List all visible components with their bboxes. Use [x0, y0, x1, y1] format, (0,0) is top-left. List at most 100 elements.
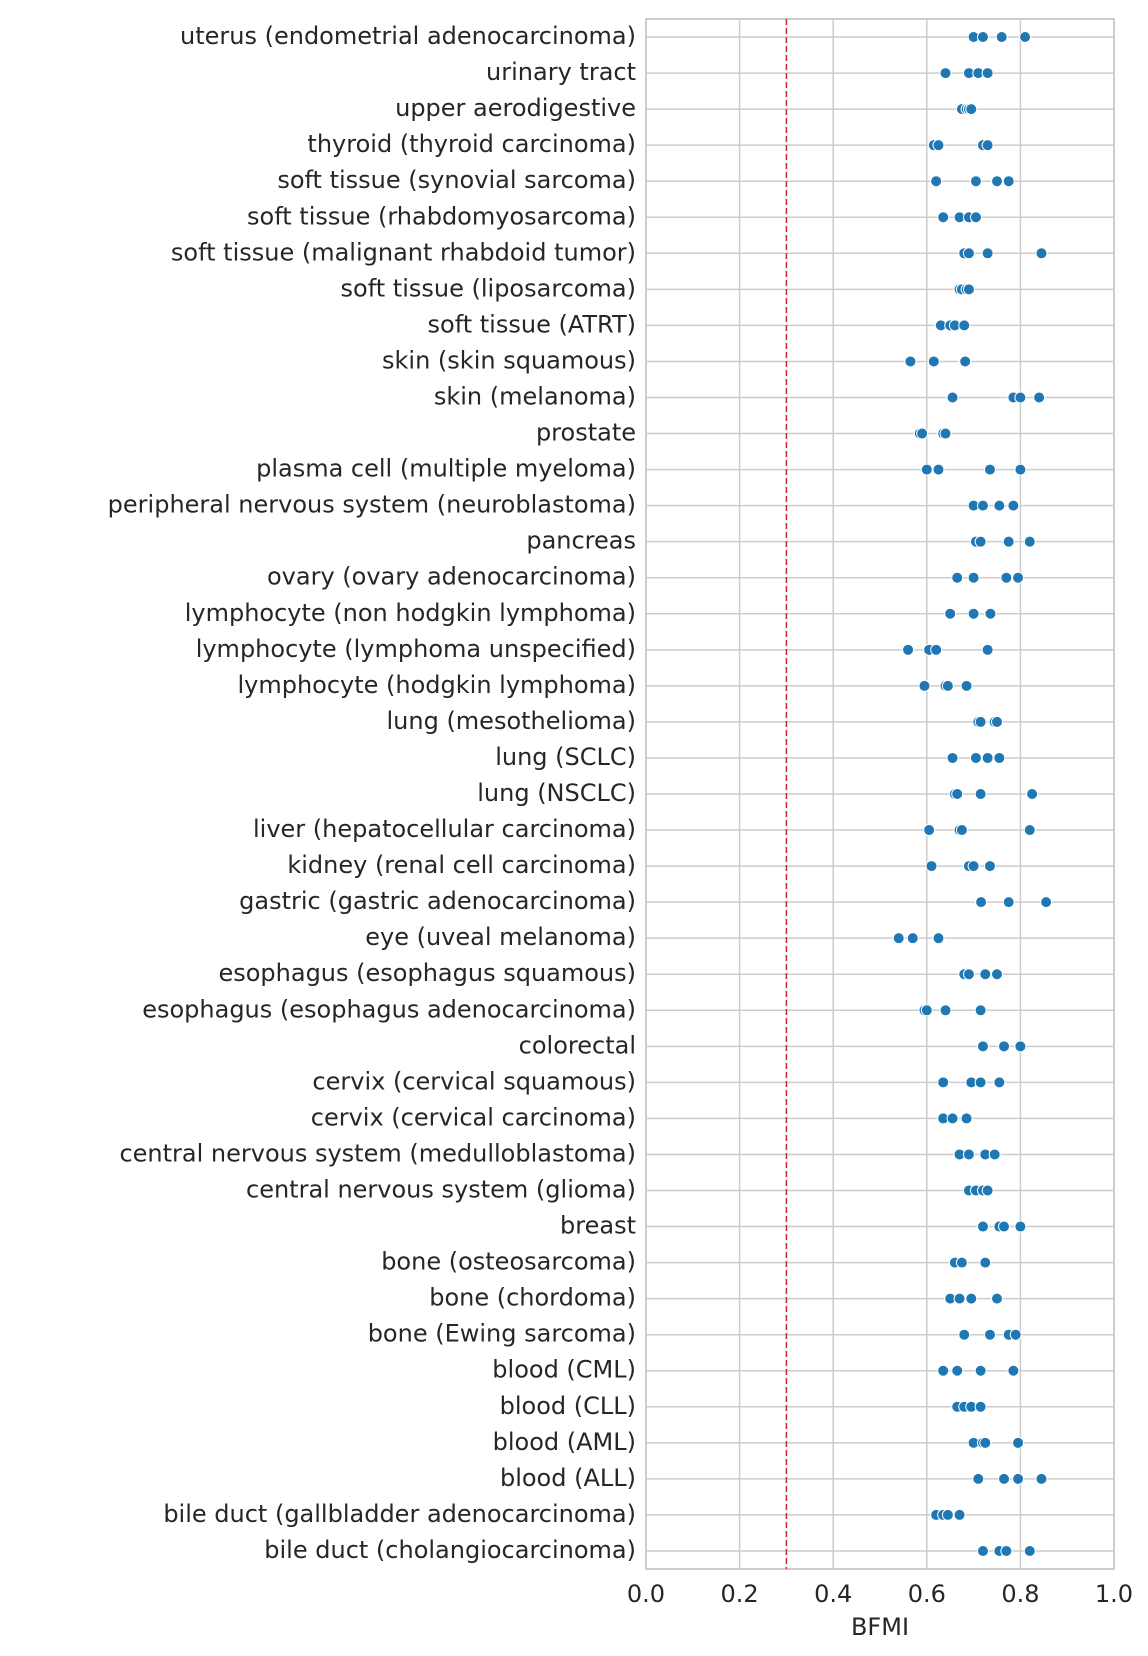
y-tick-label: peripheral nervous system (neuroblastoma… [108, 491, 636, 519]
point [939, 1004, 952, 1017]
point [955, 824, 968, 837]
point [951, 1364, 964, 1377]
point [951, 571, 964, 584]
point [979, 1436, 992, 1449]
point [1019, 31, 1032, 44]
point [984, 607, 997, 620]
y-tick-label: lung (NSCLC) [477, 779, 636, 807]
y-tick-label: eye (uveal melanoma) [365, 923, 636, 951]
point [932, 932, 945, 945]
point [1033, 391, 1046, 404]
point [941, 679, 954, 692]
point [976, 1220, 989, 1233]
point [962, 1148, 975, 1161]
y-tick-label: pancreas [526, 527, 636, 555]
point [998, 1472, 1011, 1485]
point [974, 1364, 987, 1377]
y-tick-label: blood (AML) [493, 1428, 636, 1456]
point [1012, 1472, 1025, 1485]
point [969, 751, 982, 764]
point [993, 499, 1006, 512]
point [1023, 1544, 1036, 1557]
point [953, 1292, 966, 1305]
x-axis-label: BFMI [851, 1613, 909, 1641]
plot-frame [645, 18, 1115, 1570]
y-tick-label: soft tissue (rhabdomyosarcoma) [247, 202, 636, 230]
y-tick-label: breast [560, 1212, 636, 1240]
y-tick-label: prostate [536, 419, 636, 447]
point [930, 643, 943, 656]
x-tick-label: 0.6 [908, 1580, 946, 1608]
point [946, 391, 959, 404]
point [906, 932, 919, 945]
point [1014, 1220, 1027, 1233]
y-tick-label: gastric (gastric adenocarcinoma) [239, 887, 636, 915]
point [1002, 896, 1015, 909]
y-tick-label: soft tissue (synovial sarcoma) [277, 166, 636, 194]
y-tick-label: lymphocyte (hodgkin lymphoma) [237, 671, 636, 699]
point [927, 355, 940, 368]
point [932, 463, 945, 476]
y-tick-label: bone (chordoma) [429, 1284, 636, 1312]
point [981, 643, 994, 656]
point [1040, 896, 1053, 909]
y-tick-label: lymphocyte (non hodgkin lymphoma) [185, 599, 636, 627]
point [946, 1112, 959, 1125]
point [995, 31, 1008, 44]
point [1002, 535, 1015, 548]
point [920, 1004, 933, 1017]
y-tick-label: skin (skin squamous) [382, 346, 636, 374]
y-tick-label: urinary tract [486, 58, 636, 86]
point [981, 751, 994, 764]
point [953, 1508, 966, 1521]
x-tick-label: 0.2 [721, 1580, 759, 1608]
point [923, 824, 936, 837]
y-tick-label: bile duct (gallbladder adenocarcinoma) [163, 1500, 636, 1528]
point [1035, 247, 1048, 260]
point [983, 860, 996, 873]
point [972, 1472, 985, 1485]
point [1002, 175, 1015, 188]
point [955, 1256, 968, 1269]
point [983, 1328, 996, 1341]
point [904, 355, 917, 368]
point [993, 751, 1006, 764]
point [916, 427, 929, 440]
point [1012, 1436, 1025, 1449]
y-tick-label: cervix (cervical carcinoma) [311, 1103, 636, 1131]
point [1014, 1040, 1027, 1053]
point [892, 932, 905, 945]
point [988, 1148, 1001, 1161]
point [983, 463, 996, 476]
y-tick-label: soft tissue (malignant rhabdoid tumor) [171, 238, 636, 266]
point [1007, 499, 1020, 512]
point [958, 1328, 971, 1341]
point [930, 175, 943, 188]
x-tick-label: 0.8 [1001, 1580, 1039, 1608]
point [1000, 571, 1013, 584]
y-tick-label: esophagus (esophagus adenocarcinoma) [142, 995, 636, 1023]
point [932, 139, 945, 152]
point [974, 1400, 987, 1413]
y-tick-label: liver (hepatocellular carcinoma) [253, 815, 636, 843]
point [998, 1220, 1011, 1233]
y-tick-label: blood (CLL) [500, 1392, 636, 1420]
y-tick-label: blood (ALL) [500, 1464, 636, 1492]
point [1014, 463, 1027, 476]
y-tick-label: bone (Ewing sarcoma) [368, 1320, 636, 1348]
point [1023, 824, 1036, 837]
point [998, 1040, 1011, 1053]
y-tick-label: colorectal [519, 1031, 636, 1059]
point [1023, 535, 1036, 548]
point [958, 319, 971, 332]
y-tick-label: upper aerodigestive [395, 94, 636, 122]
x-tick-label: 0.0 [627, 1580, 665, 1608]
point [969, 175, 982, 188]
point [993, 1076, 1006, 1089]
y-tick-label: blood (CML) [492, 1356, 636, 1384]
point [981, 1184, 994, 1197]
point [974, 715, 987, 728]
point [976, 1040, 989, 1053]
point [976, 31, 989, 44]
point [944, 607, 957, 620]
